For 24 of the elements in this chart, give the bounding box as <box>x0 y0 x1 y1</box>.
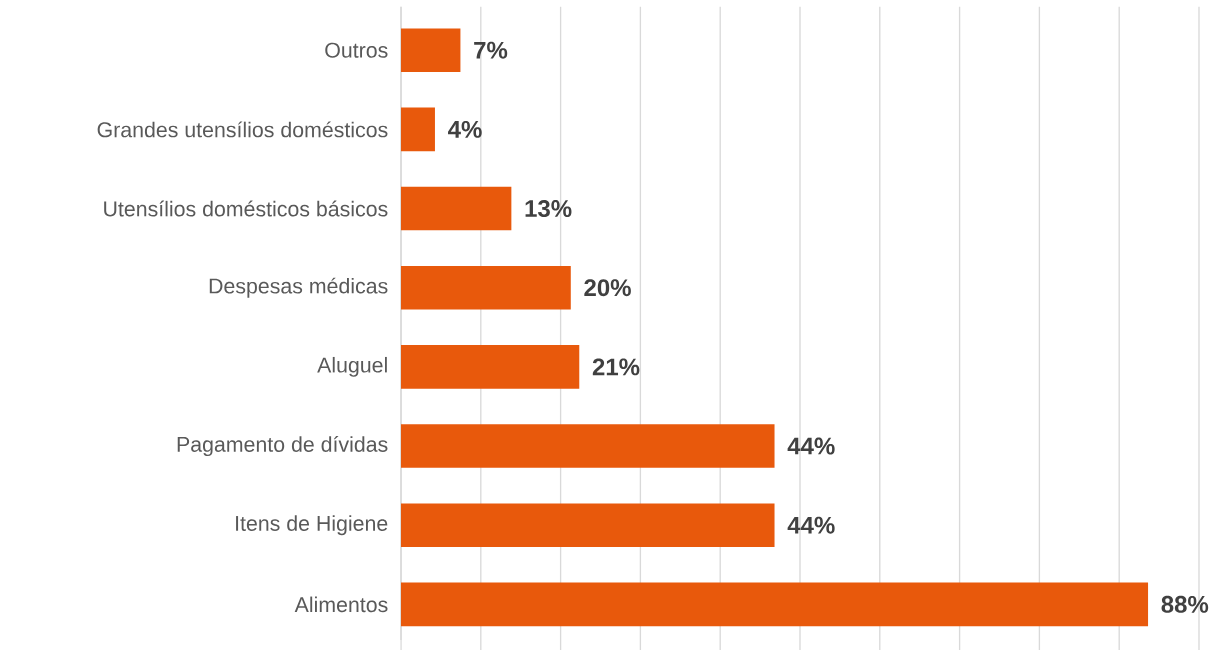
data-label: 88% <box>1161 595 1209 613</box>
y-tick-label: Aluguel <box>317 356 387 377</box>
data-label: 4% <box>448 120 482 138</box>
y-tick-label: Grandes utensílios domésticos <box>97 121 388 138</box>
y-tick-label: Despesas médicas <box>209 277 388 298</box>
y-tick-label: Itens de Higiene <box>236 515 388 536</box>
y-tick-label: Pagamento de dívidas <box>177 435 388 457</box>
data-label: 20% <box>584 279 631 297</box>
data-label: 44% <box>787 437 835 455</box>
bar <box>401 28 461 72</box>
bar <box>401 424 775 468</box>
data-label: 13% <box>525 200 572 218</box>
y-tick-label: Outros <box>325 42 388 58</box>
bar <box>401 186 512 231</box>
data-label: 21% <box>592 358 640 376</box>
data-label: 44% <box>787 516 835 534</box>
bar <box>401 582 1149 627</box>
bar <box>401 503 775 547</box>
y-tick-label: Alimentos <box>294 596 388 613</box>
bar <box>401 265 571 310</box>
bar <box>401 107 435 152</box>
y-tick-label: Utensílios domésticos básicos <box>104 200 388 217</box>
data-label: 7% <box>474 41 508 59</box>
bar <box>401 345 580 389</box>
